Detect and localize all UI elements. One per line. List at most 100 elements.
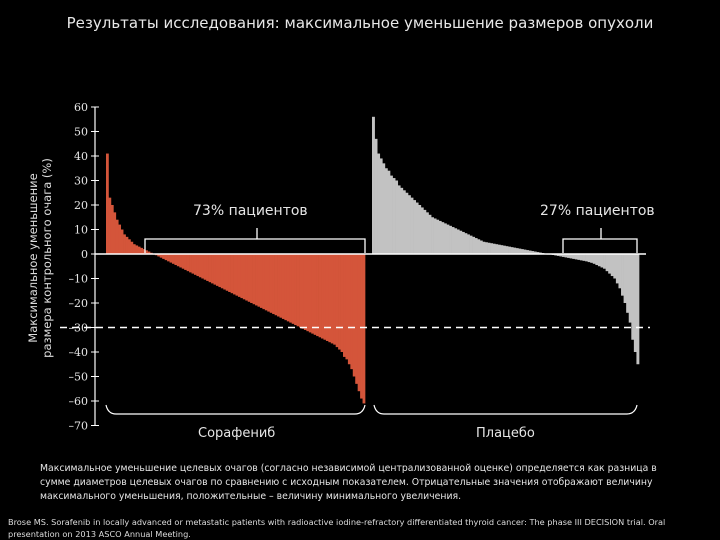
bar	[215, 254, 219, 286]
bar	[605, 254, 609, 272]
sorafenib-bars	[106, 153, 366, 404]
bar	[472, 236, 476, 254]
bar	[167, 254, 170, 262]
y-tick-label: –50	[69, 371, 89, 384]
bar	[443, 223, 447, 255]
bar	[374, 138, 378, 254]
bar	[328, 254, 332, 343]
bar	[225, 254, 229, 291]
bar	[264, 254, 268, 311]
bar	[415, 202, 419, 254]
bar	[477, 239, 481, 254]
bar	[311, 254, 315, 334]
bar	[228, 254, 231, 292]
bar	[169, 254, 173, 263]
bar	[603, 254, 606, 269]
bar	[257, 254, 261, 307]
bar	[587, 254, 591, 263]
bar	[303, 254, 307, 330]
bar	[518, 248, 522, 254]
bar	[431, 217, 434, 254]
bar	[316, 254, 319, 337]
bar	[206, 254, 209, 281]
bar	[407, 195, 411, 254]
bar	[597, 254, 601, 267]
bar	[269, 254, 273, 313]
bar	[510, 247, 514, 254]
bar	[384, 168, 388, 254]
bar	[179, 254, 183, 268]
bracket-placebo-responders	[562, 228, 638, 253]
brackets	[105, 228, 638, 415]
bar	[220, 254, 224, 289]
bar	[321, 254, 324, 339]
y-tick-label: –10	[69, 273, 89, 286]
bar	[479, 240, 483, 255]
bar	[262, 254, 266, 310]
bar	[631, 254, 635, 340]
bar	[120, 229, 124, 254]
bar	[413, 200, 416, 254]
bar	[164, 254, 168, 261]
bar	[110, 205, 114, 254]
bar	[482, 241, 486, 254]
bar	[520, 249, 524, 254]
y-tick-label: –70	[69, 420, 89, 433]
bar	[157, 254, 161, 257]
y-tick-label: –20	[69, 297, 89, 310]
bar	[230, 254, 234, 294]
bar	[505, 246, 509, 254]
y-tick-label: –40	[69, 346, 89, 359]
bar	[174, 254, 178, 266]
bar	[193, 254, 197, 275]
bar	[461, 231, 465, 254]
placebo-bars	[372, 116, 640, 365]
bar	[372, 116, 375, 254]
bar	[402, 190, 406, 254]
bar	[577, 254, 581, 260]
bar	[247, 254, 251, 302]
bar	[333, 254, 337, 345]
bar	[118, 224, 122, 254]
bar	[125, 236, 129, 254]
bar	[350, 254, 354, 370]
bar	[137, 246, 141, 254]
bar	[196, 254, 200, 277]
bar	[347, 254, 351, 365]
y-tick-label: 20	[74, 199, 88, 212]
y-tick-label: 30	[74, 175, 88, 188]
bar	[615, 254, 619, 284]
group-label-sorafenib: Сорафениб	[198, 426, 276, 441]
bar	[379, 158, 383, 254]
bar	[284, 254, 288, 321]
bar	[418, 205, 422, 254]
bar	[382, 163, 386, 254]
bar	[600, 254, 604, 268]
bar	[395, 180, 399, 254]
bar	[579, 254, 583, 261]
bracket-placebo-group	[373, 404, 638, 415]
bar	[296, 254, 300, 327]
bar	[626, 254, 630, 313]
bar	[633, 254, 637, 352]
chart-title: Результаты исследования: максимальное ум…	[66, 14, 654, 32]
bar	[387, 170, 391, 254]
bar	[564, 254, 568, 258]
bar	[308, 254, 312, 333]
bar	[405, 192, 409, 254]
y-tick-label: 10	[74, 224, 88, 237]
bar	[252, 254, 256, 305]
bar	[335, 254, 339, 348]
y-tick-label: –60	[69, 395, 89, 408]
bar	[176, 254, 180, 267]
bar	[242, 254, 246, 300]
bar	[208, 254, 212, 283]
bar	[233, 254, 236, 295]
bar	[330, 254, 334, 344]
bar	[352, 254, 356, 377]
bracket-sorafenib-group	[105, 404, 366, 415]
bar	[255, 254, 258, 306]
bar	[186, 254, 190, 272]
bar	[301, 254, 305, 329]
bar	[508, 246, 511, 254]
